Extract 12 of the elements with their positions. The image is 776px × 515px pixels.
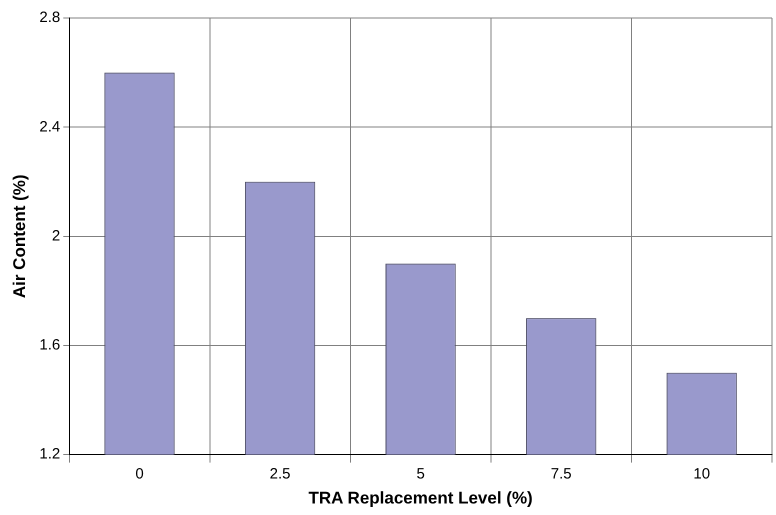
x-axis-title: TRA Replacement Level (%): [308, 488, 533, 508]
y-tick-label: 2: [52, 227, 60, 244]
y-tick-label: 2.8: [39, 9, 60, 26]
y-tick-label: 2.4: [39, 118, 60, 136]
x-tick-label: 2.5: [270, 466, 291, 483]
x-tick-label: 7.5: [550, 466, 572, 483]
y-axis-title: Air Content (%): [10, 174, 29, 298]
x-tick-label: 5: [416, 466, 425, 483]
y-tick-label: 1.6: [39, 336, 60, 354]
x-tick-label: 10: [693, 466, 710, 483]
x-tick-label: 0: [135, 466, 144, 483]
y-tick-label: 1.2: [39, 446, 60, 463]
